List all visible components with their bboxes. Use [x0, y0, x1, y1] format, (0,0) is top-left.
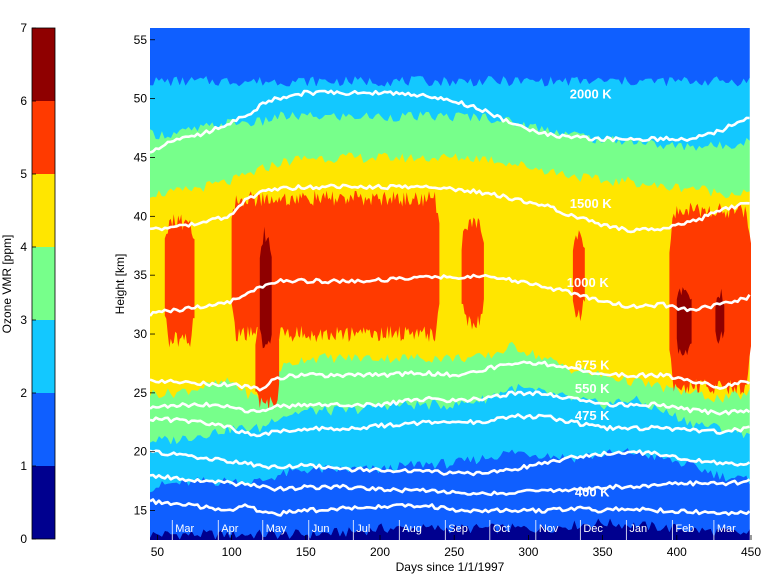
colorbar-tick-label: 3: [20, 313, 27, 327]
colorbar: [31, 27, 56, 540]
x-axis-label: Days since 1/1/1997: [396, 560, 505, 574]
ozone-region-5-6: [669, 202, 751, 395]
y-axis-label: Height [km]: [113, 254, 127, 315]
y-tick-label: 20: [134, 445, 148, 459]
x-tick-label: 200: [370, 545, 390, 559]
x-tick-label: 300: [518, 545, 538, 559]
colorbar-ticks: 0 1 2 3 4 5 6 7: [20, 21, 36, 546]
month-label: Jan: [629, 523, 647, 535]
isentrope-line: [150, 449, 751, 477]
colorbar-swatch-2-3: [32, 320, 55, 393]
x-tick-label: 400: [667, 545, 687, 559]
month-label: Apr: [221, 523, 238, 535]
x-axis-ticks: 50 100 150 200 250 300 350 400 450: [151, 535, 761, 559]
x-tick-label: 450: [741, 545, 761, 559]
month-label: Jul: [356, 523, 370, 535]
month-label: Jun: [312, 523, 330, 535]
month-label: Dec: [583, 523, 603, 535]
isentrope-line-1000K: [150, 273, 751, 317]
month-label: Nov: [539, 523, 559, 535]
isentrope-labels: 2000 K 1500 K 1000 K 675 K 550 K 475 K 400 K: [567, 87, 612, 500]
isentrope-line-2000K: [150, 89, 750, 154]
isentrope-line-675K: [150, 360, 751, 392]
y-tick-label: 55: [134, 33, 148, 47]
ozone-region-5-6: [231, 190, 440, 343]
isentrope-line-400K: [150, 498, 751, 517]
ozone-region-5-6: [164, 214, 195, 348]
ozone-region-6-7: [259, 226, 272, 349]
y-tick-label: 25: [134, 386, 148, 400]
month-label: May: [266, 523, 287, 535]
colorbar-tick-label: 2: [20, 386, 27, 400]
colorbar-tick-label: 4: [20, 240, 27, 254]
colorbar-swatch-4-5: [32, 174, 55, 247]
month-label: Mar: [175, 523, 194, 535]
month-label: Mar: [717, 523, 736, 535]
isentrope-label: 1500 K: [570, 196, 613, 211]
isentrope-label: 2000 K: [570, 87, 613, 102]
ozone-region-5-6: [461, 217, 484, 330]
isentrope-line-475K: [150, 413, 750, 438]
colorbar-tick-label: 7: [20, 21, 27, 35]
month-label: Aug: [402, 523, 422, 535]
x-tick-label: 350: [593, 545, 613, 559]
colorbar-tick-label: 0: [20, 532, 27, 546]
x-tick-label: 250: [444, 545, 464, 559]
colorbar-tick-label: 6: [20, 94, 27, 108]
colorbar-swatch-0-1: [32, 466, 55, 539]
colorbar-swatch-6-7: [32, 28, 55, 101]
x-tick-label: 150: [296, 545, 316, 559]
x-tick-label: 100: [222, 545, 242, 559]
isentrope-label: 400 K: [575, 484, 610, 499]
ozone-region-6-7: [676, 287, 692, 356]
colorbar-frame: [31, 27, 56, 540]
month-labels: Mar Apr May Jun Jul Aug Sep Oct Nov Dec Jan Feb Mar: [171, 520, 736, 540]
y-tick-label: 30: [134, 327, 148, 341]
y-tick-label: 40: [134, 209, 148, 223]
isentrope-label: 475 K: [575, 408, 610, 423]
colorbar-swatch-3-4: [32, 247, 55, 320]
isentrope-label: 1000 K: [567, 275, 610, 290]
ozone-region-5-6: [255, 314, 280, 411]
colorbar-tick-label: 5: [20, 167, 27, 181]
isentrope-label: 550 K: [575, 381, 610, 396]
contour-plot-area: [150, 28, 751, 540]
isentrope-label: 675 K: [575, 357, 610, 372]
isentrope-line: [150, 473, 751, 497]
month-label: Feb: [675, 523, 694, 535]
month-label: Oct: [493, 523, 510, 535]
colorbar-swatch-1-2: [32, 393, 55, 466]
ozone-region-5-6: [572, 230, 585, 322]
y-tick-label: 50: [134, 92, 148, 106]
y-tick-label: 15: [134, 504, 148, 518]
y-axis-ticks: 15 20 25 30 35 40 45 50 55: [134, 33, 155, 518]
ozone-band-1-2: [150, 28, 750, 87]
colorbar-tick-label: 1: [20, 459, 27, 473]
y-tick-label: 35: [134, 268, 148, 282]
isentropes: [150, 89, 751, 517]
x-tick-label: 50: [151, 545, 165, 559]
month-label: Sep: [448, 523, 468, 535]
isentrope-line-1500K: [150, 183, 750, 234]
isentrope-line-550K: [150, 390, 751, 416]
ozone-high-regions: [164, 190, 751, 411]
colorbar-swatch-5-6: [32, 101, 55, 174]
colorbar-label: Ozone VMR [ppm]: [0, 235, 14, 334]
y-tick-label: 45: [134, 150, 148, 164]
